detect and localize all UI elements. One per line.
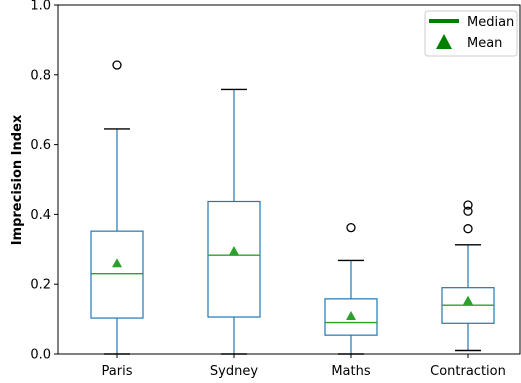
mean-marker <box>229 246 239 256</box>
mean-marker <box>463 295 473 305</box>
box-group-maths <box>324 223 378 355</box>
box-group-paris <box>90 60 144 355</box>
x-tick-label: Paris <box>102 364 133 379</box>
box-iqr <box>90 230 144 319</box>
plot-area <box>90 60 495 355</box>
legend-mean-label: Mean <box>467 36 502 51</box>
box-iqr <box>324 298 378 336</box>
x-tick-label: Maths <box>331 364 371 379</box>
mean-marker <box>112 258 122 268</box>
outlier-point <box>346 223 356 233</box>
y-tick-label: 0.8 <box>30 68 51 83</box>
box-group-sydney <box>207 88 261 355</box>
outlier-point <box>112 60 122 70</box>
legend: Median Mean <box>424 10 518 57</box>
outlier-point <box>463 206 473 216</box>
y-tick-label: 0.6 <box>30 138 51 153</box>
y-tick-label: 0.2 <box>30 278 51 293</box>
outlier-point <box>463 224 473 234</box>
axes: Paris Sydney Maths Contraction 0.0 0.2 0.4 0.6 0… <box>30 0 521 379</box>
y-tick-label: 1.0 <box>30 0 51 14</box>
legend-median-label: Median <box>467 15 514 30</box>
box-iqr <box>207 200 261 318</box>
outlier-point <box>463 200 473 210</box>
y-tick-label: 0.0 <box>30 348 51 363</box>
x-tick-label: Sydney <box>210 364 258 379</box>
mean-marker <box>346 310 356 320</box>
y-axis-title: Imprecision Index <box>10 114 25 245</box>
box-group-contraction <box>441 200 495 352</box>
legend-mean-marker <box>436 34 452 49</box>
y-tick-label: 0.4 <box>30 208 51 223</box>
plot-frame <box>57 4 521 355</box>
x-tick-label: Contraction <box>430 364 506 379</box>
